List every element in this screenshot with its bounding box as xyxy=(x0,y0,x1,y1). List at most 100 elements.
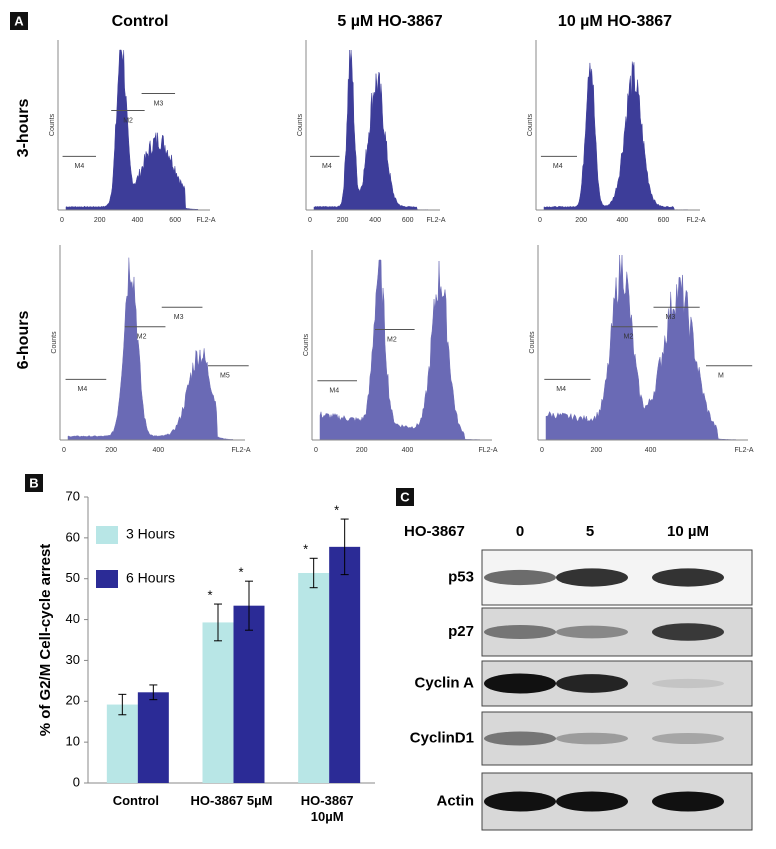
axis-title: Counts xyxy=(527,113,534,136)
protein-label: Cyclin A xyxy=(415,674,475,691)
histogram xyxy=(65,49,199,211)
axis-title: Counts xyxy=(51,331,58,354)
axis-title: FL2-A xyxy=(686,217,705,224)
gate-label: M4 xyxy=(322,163,332,170)
histogram xyxy=(67,257,234,441)
protein-label: CyclinD1 xyxy=(410,729,474,746)
protein-label: p27 xyxy=(448,623,474,640)
significance: * xyxy=(303,542,308,557)
row-title: 3-hours xyxy=(15,99,32,158)
blot-band xyxy=(556,625,628,639)
y-tick-label: 50 xyxy=(66,570,80,585)
blot-band xyxy=(484,791,556,812)
x-tick-label: 200 xyxy=(105,447,117,454)
axis-title: FL2-A xyxy=(196,217,215,224)
gate-label: M4 xyxy=(553,163,563,170)
gate-label: M5 xyxy=(220,373,230,380)
x-tick-label: 0 xyxy=(62,447,66,454)
protein-label: Actin xyxy=(437,792,475,809)
x-tick-label: 200 xyxy=(590,447,602,454)
histogram xyxy=(313,49,429,211)
blot-band xyxy=(652,568,724,587)
x-tick-label: HO-3867 10µM xyxy=(300,793,354,824)
x-tick-label: 600 xyxy=(658,217,670,224)
blot-band xyxy=(652,623,724,641)
protein-label: p53 xyxy=(448,568,474,585)
histogram xyxy=(319,259,481,441)
blot-band xyxy=(484,625,556,639)
blot-band xyxy=(484,673,556,694)
y-tick-label: 40 xyxy=(66,611,80,626)
legend-swatch xyxy=(96,570,118,588)
x-tick-label: 400 xyxy=(616,217,628,224)
significance: * xyxy=(238,565,243,580)
gate-label: M3 xyxy=(154,100,164,107)
histogram xyxy=(543,61,689,211)
x-tick-label: 0 xyxy=(314,447,318,454)
gate-label: M2 xyxy=(137,334,147,341)
y-tick-label: 60 xyxy=(66,529,80,544)
blot-band xyxy=(484,569,556,586)
legend-label: 3 Hours xyxy=(126,526,175,542)
axis-title: FL2-A xyxy=(231,447,250,454)
column-title: 5 µM HO-3867 xyxy=(337,13,442,30)
panel-label-box xyxy=(396,488,414,506)
x-tick-label: 400 xyxy=(132,217,144,224)
axis-title: Counts xyxy=(303,333,310,356)
x-tick-label-box: Control xyxy=(113,793,159,808)
blot-band xyxy=(484,731,556,746)
panel-label: C xyxy=(400,489,410,504)
y-tick-label: 10 xyxy=(66,734,80,749)
x-tick-label: 200 xyxy=(575,217,587,224)
y-axis-title: % of G2/M Cell-cycle arrest xyxy=(37,544,54,737)
y-tick-label: 30 xyxy=(66,652,80,667)
x-tick-label: 200 xyxy=(356,447,368,454)
bar xyxy=(233,605,265,783)
treatment-label: HO-3867 xyxy=(404,523,465,540)
column-title: Control xyxy=(112,13,169,30)
gate-label: M4 xyxy=(329,388,339,395)
panel-label: B xyxy=(29,475,38,490)
lane-label: 10 µM xyxy=(667,523,709,540)
blot-band xyxy=(556,791,628,812)
gate-label: M2 xyxy=(123,117,133,124)
x-tick-label: 0 xyxy=(60,217,64,224)
panel-label: A xyxy=(14,13,24,28)
blot-band xyxy=(652,733,724,744)
significance: * xyxy=(334,503,339,518)
x-tick-label: 0 xyxy=(308,217,312,224)
bar xyxy=(106,704,138,783)
x-tick-label: 200 xyxy=(337,217,349,224)
axis-title: Counts xyxy=(297,113,304,136)
blot-band xyxy=(556,732,628,745)
histogram xyxy=(545,254,737,441)
gate-label: M2 xyxy=(624,334,634,341)
significance: * xyxy=(207,587,212,602)
x-tick-label-box: HO-3867 10µM xyxy=(300,793,354,824)
panel-label-box xyxy=(10,12,28,30)
gate-label: M4 xyxy=(75,163,85,170)
x-tick-label: 400 xyxy=(152,447,164,454)
axis-title: Counts xyxy=(49,113,56,136)
y-tick-label: 70 xyxy=(66,488,80,503)
panel-label-box xyxy=(25,474,43,492)
gate-label: M3 xyxy=(666,314,676,321)
x-tick-label: 200 xyxy=(94,217,106,224)
bar xyxy=(298,572,330,783)
legend-swatch xyxy=(96,526,118,544)
x-tick-label: 400 xyxy=(369,217,381,224)
bar xyxy=(202,622,234,783)
x-tick-label: 400 xyxy=(402,447,414,454)
x-tick-label: 600 xyxy=(169,217,181,224)
gate-label: M xyxy=(718,373,724,380)
x-tick-label: 400 xyxy=(645,447,657,454)
gate-label: M4 xyxy=(556,386,566,393)
x-tick-label: 0 xyxy=(540,447,544,454)
x-tick-label: 600 xyxy=(402,217,414,224)
gate-label: M4 xyxy=(78,386,88,393)
axis-title: FL2-A xyxy=(478,447,497,454)
gate-label: M3 xyxy=(174,314,184,321)
axis-title: FL2-A xyxy=(426,217,445,224)
row-title: 6-hours xyxy=(15,311,32,370)
